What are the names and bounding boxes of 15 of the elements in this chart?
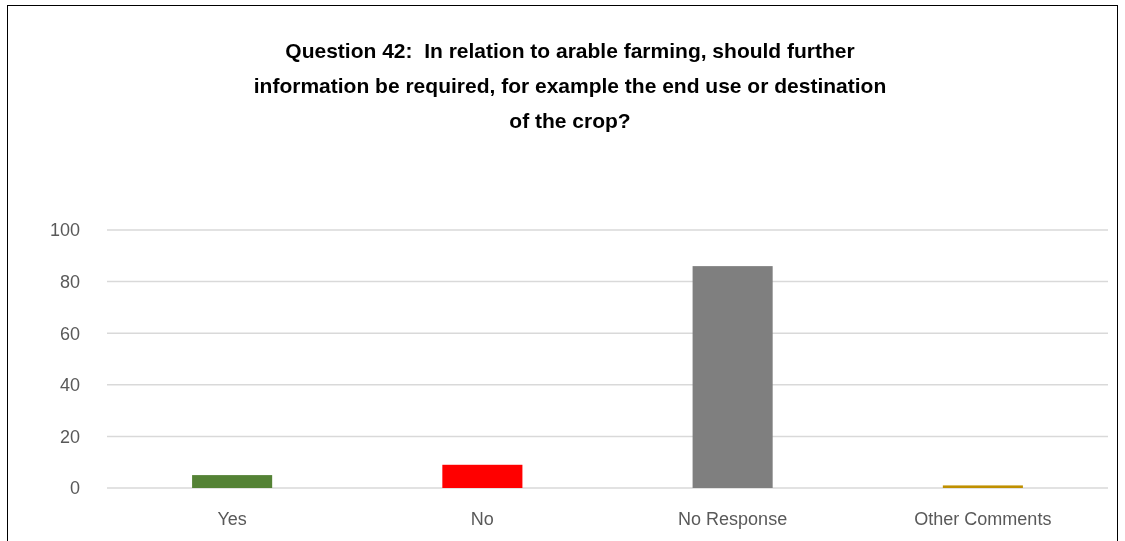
y-tick-label: 60 [59, 323, 80, 344]
bar [192, 475, 273, 488]
x-tick-label: Yes [217, 509, 247, 529]
y-tick-label: 40 [59, 375, 80, 396]
bar [442, 464, 523, 488]
chart-title: Question 42: In relation to arable farming, should further information be required, for example the end use or destination of the crop? [253, 39, 887, 132]
x-tick-label: No [470, 509, 494, 529]
x-tick-label: No Response [678, 509, 788, 529]
bar [692, 266, 773, 488]
y-tick-label: 80 [59, 271, 80, 292]
y-tick-label: 0 [69, 478, 80, 499]
y-tick-label: 100 [49, 220, 80, 241]
y-tick-label: 20 [59, 426, 80, 447]
bar [942, 485, 1023, 488]
x-tick-label: Other Comments [914, 509, 1052, 529]
